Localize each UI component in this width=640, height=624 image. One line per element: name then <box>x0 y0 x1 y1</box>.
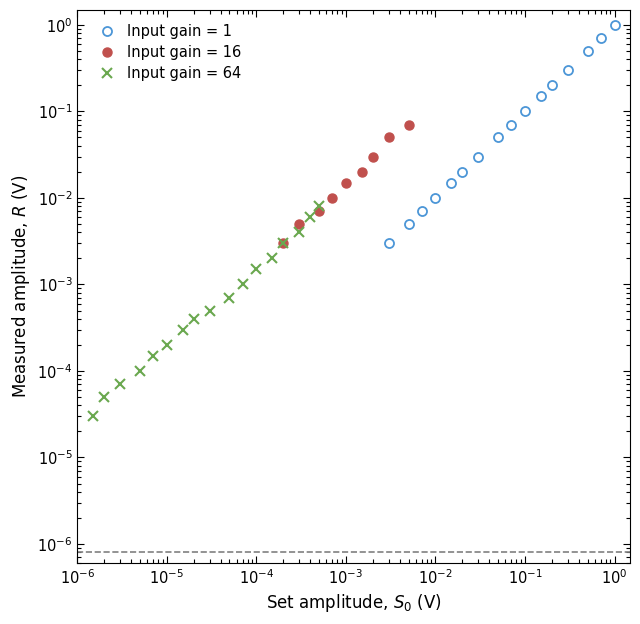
Input gain = 1 <box>418 208 426 215</box>
Input gain = 16 <box>342 179 350 187</box>
Input gain = 1 <box>584 47 591 55</box>
Input gain = 16 <box>315 208 323 215</box>
Input gain = 1 <box>494 134 502 141</box>
Input gain = 64 <box>179 326 186 333</box>
Line: Input gain = 1: Input gain = 1 <box>384 21 619 248</box>
Input gain = 1 <box>611 21 618 29</box>
Input gain = 16 <box>369 153 377 160</box>
Input gain = 64 <box>116 381 124 388</box>
Input gain = 1 <box>474 153 482 160</box>
Input gain = 1 <box>404 220 412 228</box>
Input gain = 64 <box>239 281 246 288</box>
Y-axis label: Measured amplitude, $R$ (V): Measured amplitude, $R$ (V) <box>10 175 32 398</box>
Input gain = 64 <box>136 367 144 374</box>
Input gain = 1 <box>597 34 605 42</box>
Input gain = 64 <box>253 265 260 273</box>
Line: Input gain = 16: Input gain = 16 <box>279 120 413 248</box>
Input gain = 16 <box>328 194 336 202</box>
Input gain = 64 <box>90 412 97 420</box>
Input gain = 64 <box>315 203 323 210</box>
Input gain = 64 <box>268 255 276 262</box>
Input gain = 16 <box>404 121 412 129</box>
Input gain = 1 <box>548 82 556 89</box>
Input gain = 16 <box>358 168 365 176</box>
Input gain = 64 <box>280 240 287 247</box>
Input gain = 1 <box>508 121 515 129</box>
Input gain = 1 <box>521 108 529 115</box>
Input gain = 64 <box>226 294 234 301</box>
Input gain = 16 <box>295 220 303 228</box>
Input gain = 64 <box>100 393 108 401</box>
Input gain = 1 <box>431 194 439 202</box>
Input gain = 16 <box>385 134 392 141</box>
Input gain = 1 <box>537 92 545 100</box>
Input gain = 64 <box>190 315 198 323</box>
Input gain = 64 <box>295 228 303 236</box>
Line: Input gain = 64: Input gain = 64 <box>89 202 323 421</box>
Input gain = 1 <box>459 168 467 176</box>
Input gain = 64 <box>206 307 214 314</box>
X-axis label: Set amplitude, $S_0$ (V): Set amplitude, $S_0$ (V) <box>266 592 442 614</box>
Input gain = 64 <box>149 352 157 359</box>
Input gain = 1 <box>385 240 392 247</box>
Input gain = 1 <box>447 179 455 187</box>
Input gain = 64 <box>163 341 171 349</box>
Input gain = 1 <box>564 66 572 74</box>
Legend: Input gain = 1, Input gain = 16, Input gain = 64: Input gain = 1, Input gain = 16, Input g… <box>84 17 248 88</box>
Input gain = 64 <box>307 213 314 221</box>
Input gain = 16 <box>280 240 287 247</box>
